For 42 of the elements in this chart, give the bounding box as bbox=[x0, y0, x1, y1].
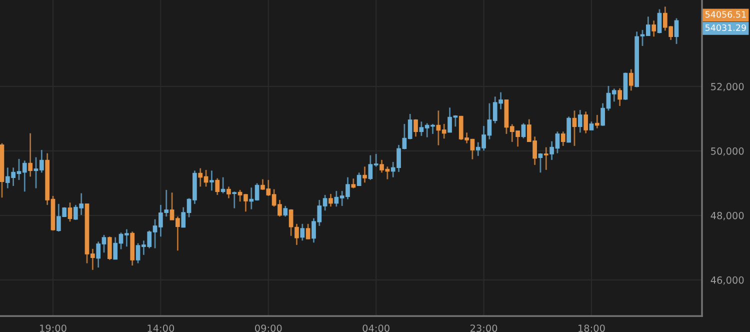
candlestick bbox=[584, 110, 588, 134]
text: 54031.29 bbox=[705, 24, 746, 31]
candlestick bbox=[566, 116, 571, 144]
candlestick bbox=[594, 114, 600, 129]
candlestick bbox=[226, 186, 231, 199]
candlestick bbox=[538, 152, 543, 174]
candlestick bbox=[414, 118, 418, 138]
candlestick bbox=[108, 236, 112, 261]
candlestick bbox=[521, 122, 526, 139]
candlestick bbox=[674, 18, 679, 45]
candlestick bbox=[232, 190, 237, 209]
x-tick-label: 14:00 bbox=[148, 324, 174, 332]
candlestick bbox=[657, 8, 662, 34]
candlestick bbox=[618, 88, 622, 107]
candlestick bbox=[628, 68, 634, 92]
x-tick-label: 09:00 bbox=[255, 324, 282, 332]
y-tick-label: 46,000 bbox=[710, 276, 744, 285]
candlestick bbox=[351, 178, 356, 189]
candlestick bbox=[210, 170, 214, 192]
text: 54056.51 bbox=[705, 11, 746, 18]
x-tick-label: 04:00 bbox=[362, 324, 390, 332]
candlestick bbox=[356, 172, 362, 187]
candlestick bbox=[572, 110, 577, 147]
x-tick-label: 23:00 bbox=[470, 324, 498, 332]
y-tick-label: 52,000 bbox=[711, 82, 744, 92]
candlestick bbox=[220, 176, 226, 194]
candlestick bbox=[544, 146, 548, 171]
candlestick bbox=[283, 205, 288, 218]
candlestick bbox=[300, 223, 305, 242]
candlestick bbox=[560, 130, 566, 147]
candlestick bbox=[362, 166, 367, 184]
candlestick bbox=[68, 202, 72, 222]
candlestick bbox=[306, 223, 310, 240]
y-tick-label: 48,000 bbox=[710, 212, 744, 220]
candlestick bbox=[215, 178, 220, 196]
x-tick-label: 18:00 bbox=[578, 324, 605, 332]
candlestick bbox=[328, 193, 333, 208]
candlestick bbox=[28, 132, 32, 178]
x-tick-label: 19:00 bbox=[40, 324, 66, 332]
y-tick-label: 50,000 bbox=[711, 147, 744, 156]
candlestick bbox=[652, 20, 656, 38]
candlestick bbox=[578, 109, 582, 134]
